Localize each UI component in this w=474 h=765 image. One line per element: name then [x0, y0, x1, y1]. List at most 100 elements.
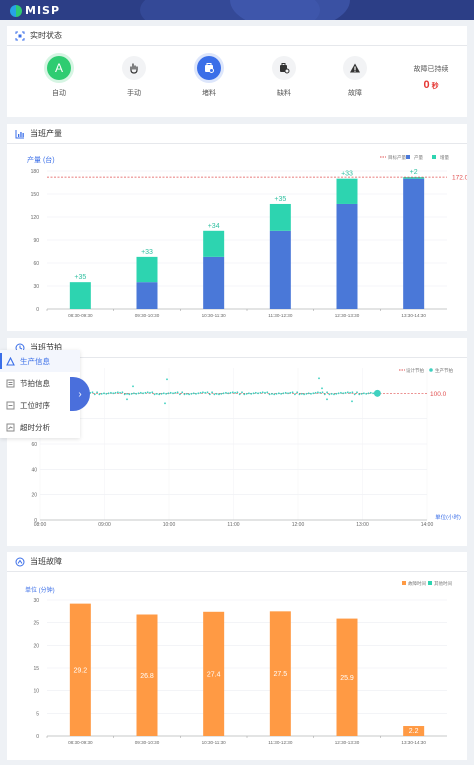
cycle-point[interactable] — [158, 393, 161, 396]
cycle-point[interactable] — [206, 391, 209, 394]
cycle-point[interactable] — [245, 392, 248, 395]
cycle-point[interactable] — [208, 393, 211, 396]
cycle-point[interactable] — [273, 393, 276, 396]
cycle-point[interactable] — [261, 391, 264, 394]
bar-fault-time[interactable] — [269, 611, 291, 736]
cycle-point[interactable] — [241, 391, 243, 394]
cycle-point[interactable] — [121, 391, 124, 394]
cycle-point[interactable] — [229, 391, 232, 394]
cycle-point[interactable] — [128, 393, 131, 396]
bar-produced[interactable] — [336, 203, 358, 309]
cycle-point[interactable] — [277, 392, 280, 395]
cycle-point[interactable] — [185, 392, 188, 395]
cycle-point[interactable] — [192, 392, 195, 395]
cycle-point[interactable] — [98, 393, 101, 396]
status-fault[interactable]: 故障 — [325, 56, 385, 98]
bar-fault-time[interactable] — [69, 603, 91, 736]
cycle-point[interactable] — [144, 391, 147, 394]
cycle-point[interactable] — [174, 391, 177, 394]
cycle-point[interactable] — [248, 392, 250, 395]
cycle-point[interactable] — [358, 393, 361, 396]
bar-fault-time[interactable] — [136, 614, 158, 736]
bar-fault-time[interactable] — [203, 611, 225, 736]
cycle-point[interactable] — [305, 392, 308, 395]
cycle-point[interactable] — [330, 392, 333, 395]
cycle-point[interactable] — [282, 392, 285, 395]
cycle-point[interactable] — [225, 391, 227, 394]
menu-item-cycle-info[interactable]: 节拍信息 — [0, 372, 80, 394]
cycle-point[interactable] — [179, 393, 181, 396]
cycle-point[interactable] — [137, 392, 140, 395]
cycle-point[interactable] — [172, 392, 174, 395]
cycle-point[interactable] — [166, 378, 168, 381]
status-shortage[interactable]: 缺料 — [254, 56, 314, 98]
cycle-point[interactable] — [342, 392, 345, 395]
cycle-point[interactable] — [280, 392, 282, 395]
cycle-point[interactable] — [116, 391, 119, 394]
cycle-point[interactable] — [236, 391, 239, 394]
cycle-point[interactable] — [130, 392, 133, 395]
bar-produced[interactable] — [403, 178, 425, 309]
cycle-point[interactable] — [284, 391, 287, 394]
cycle-point[interactable] — [310, 392, 312, 395]
cycle-point[interactable] — [238, 393, 241, 396]
cycle-point[interactable] — [114, 391, 117, 394]
bar-increment[interactable] — [336, 178, 358, 204]
cycle-point[interactable] — [372, 392, 374, 395]
bar-increment[interactable] — [69, 282, 91, 309]
cycle-point[interactable] — [243, 393, 246, 396]
status-auto[interactable]: A 自动 — [29, 56, 89, 98]
cycle-point[interactable] — [259, 391, 262, 394]
cycle-point[interactable] — [360, 392, 363, 395]
legend-entry[interactable]: 增量 — [440, 154, 449, 161]
cycle-point[interactable] — [266, 391, 269, 394]
cycle-point[interactable] — [213, 393, 216, 396]
cycle-point[interactable] — [100, 392, 103, 395]
cycle-point[interactable] — [93, 393, 96, 396]
cycle-point[interactable] — [314, 391, 317, 394]
cycle-point[interactable] — [164, 402, 166, 405]
cycle-point[interactable] — [367, 392, 370, 395]
cycle-point[interactable] — [321, 387, 323, 390]
cycle-point[interactable] — [294, 393, 296, 396]
cycle-point[interactable] — [176, 391, 179, 394]
cycle-point[interactable] — [153, 393, 156, 396]
cycle-point[interactable] — [356, 391, 358, 394]
cycle-point[interactable] — [312, 392, 315, 395]
cycle-point[interactable] — [333, 393, 335, 396]
cycle-point[interactable] — [303, 393, 305, 396]
cycle-point[interactable] — [227, 392, 230, 395]
cycle-point[interactable] — [204, 391, 207, 394]
cycle-point[interactable] — [257, 392, 259, 395]
cycle-point[interactable] — [231, 391, 234, 394]
cycle-point[interactable] — [298, 393, 301, 396]
cycle-point[interactable] — [234, 391, 237, 394]
cycle-point[interactable] — [287, 392, 289, 395]
menu-collapse-toggle[interactable]: › — [70, 377, 90, 411]
cycle-point[interactable] — [328, 393, 331, 396]
cycle-point[interactable] — [344, 391, 347, 394]
cycle-point[interactable] — [215, 392, 218, 395]
cycle-point[interactable] — [167, 392, 170, 395]
cycle-point[interactable] — [250, 392, 253, 395]
cycle-point[interactable] — [119, 391, 121, 394]
cycle-point[interactable] — [349, 391, 351, 394]
cycle-point[interactable] — [160, 392, 163, 395]
cycle-point[interactable] — [199, 391, 202, 394]
cycle-point[interactable] — [271, 392, 273, 395]
bar-fault-time[interactable] — [403, 726, 425, 736]
cycle-point[interactable] — [142, 392, 145, 395]
cycle-point[interactable] — [132, 385, 134, 388]
cycle-point[interactable] — [340, 391, 342, 394]
cycle-point[interactable] — [151, 391, 154, 394]
cycle-point[interactable] — [275, 392, 278, 395]
bar-produced[interactable] — [269, 230, 291, 309]
cycle-point[interactable] — [268, 393, 271, 396]
cycle-point[interactable] — [146, 391, 149, 394]
cycle-point[interactable] — [165, 392, 168, 395]
cycle-point[interactable] — [169, 391, 172, 394]
cycle-point[interactable] — [326, 391, 328, 394]
cycle-point[interactable] — [126, 398, 128, 401]
cycle-point[interactable] — [110, 391, 112, 394]
legend-entry[interactable]: 其他时间 — [434, 580, 452, 587]
